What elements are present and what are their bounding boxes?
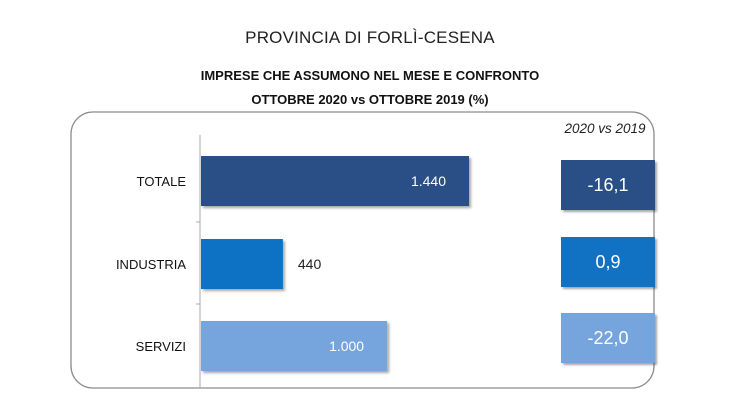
chart-title-line1: IMPRESE CHE ASSUMONO NEL MESE E CONFRONT… <box>200 68 540 83</box>
category-label-servizi: SERVIZI <box>136 339 186 354</box>
value-label-servizi: 1.000 <box>329 338 364 354</box>
comparison-header: 2020 vs 2019 <box>564 121 646 136</box>
bar-industria <box>201 239 283 289</box>
comparison-value-servizi: -22,0 <box>561 313 655 363</box>
chart-title-line2: OTTOBRE 2020 vs OTTOBRE 2019 (%) <box>251 92 489 107</box>
value-label-totale: 1.440 <box>411 173 446 189</box>
bar-totale <box>201 156 469 206</box>
category-label-industria: INDUSTRIA <box>116 257 186 272</box>
comparison-value-industria: 0,9 <box>561 237 655 287</box>
bars-layer: TOTALE 1.440 INDUSTRIA 440 SERVIZI 1.000 <box>116 156 469 371</box>
comparison-value-totale: -16,1 <box>561 160 655 210</box>
page-title: PROVINCIA DI FORLÌ-CESENA <box>245 28 495 47</box>
category-label-totale: TOTALE <box>137 174 187 189</box>
value-label-industria: 440 <box>298 256 322 272</box>
bar-servizi <box>201 321 388 371</box>
